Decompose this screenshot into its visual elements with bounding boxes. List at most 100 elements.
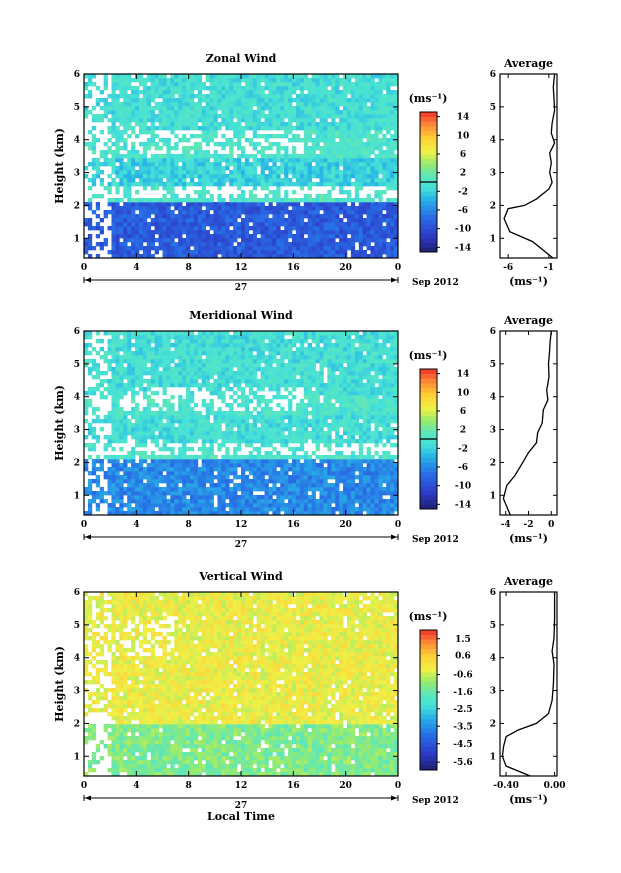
heatmap-cell (150, 222, 155, 227)
heatmap-cell (237, 210, 242, 215)
heatmap-cell (213, 98, 218, 103)
heatmap-cell (256, 122, 261, 127)
heatmap-cell (162, 335, 167, 340)
heatmap-cell (370, 174, 375, 179)
heatmap-cell (256, 383, 261, 388)
heatmap-cell (158, 459, 163, 464)
heatmap-cell (221, 242, 226, 247)
heatmap-cell (350, 202, 356, 207)
heatmap-cell (142, 182, 148, 187)
heatmap-cell (91, 419, 97, 424)
heatmap-cell (252, 78, 258, 83)
heatmap-cell (123, 190, 128, 195)
y-tick-label: 2 (74, 201, 80, 211)
heatmap-cell (394, 226, 399, 231)
heatmap-cell (87, 403, 93, 408)
heatmap-cell (366, 174, 371, 179)
heatmap-cell (268, 467, 273, 472)
heatmap-cell (358, 126, 364, 131)
heatmap-cell (276, 118, 281, 123)
heatmap-cell (217, 415, 222, 420)
heatmap-cell (237, 375, 242, 380)
heatmap-cell (260, 218, 265, 223)
heatmap-cell (119, 122, 124, 127)
heatmap-cell (335, 126, 340, 131)
heatmap-cell (319, 250, 324, 255)
heatmap-cell (209, 194, 214, 199)
heatmap-cell (256, 331, 261, 336)
heatmap-cell (264, 403, 269, 408)
heatmap-cell (256, 206, 261, 211)
heatmap-cell (354, 90, 360, 95)
heatmap-cell (221, 198, 226, 203)
heatmap-cell (115, 499, 120, 504)
heatmap-cell (307, 210, 312, 215)
heatmap-cell (158, 222, 163, 227)
heatmap-cell (299, 214, 305, 219)
heatmap-cell (158, 415, 163, 420)
heatmap-cell (303, 94, 309, 99)
heatmap-cell (241, 507, 246, 512)
heatmap-cell (158, 178, 163, 183)
heatmap-cell (138, 226, 144, 231)
heatmap-cell (241, 467, 246, 472)
heatmap-cell (186, 166, 191, 171)
heatmap-cell (284, 98, 289, 103)
heatmap-cell (174, 335, 179, 340)
heatmap-cell (135, 158, 140, 163)
heatmap-cell (174, 495, 179, 500)
heatmap-cell (170, 435, 175, 440)
heatmap-cell (319, 230, 324, 235)
heatmap-cell (264, 423, 269, 428)
heatmap-cell (158, 246, 163, 251)
heatmap-cell (178, 367, 183, 372)
heatmap-cell (272, 166, 277, 171)
heatmap-cell (252, 74, 258, 79)
heatmap-cell (272, 246, 277, 251)
heatmap-cell (260, 242, 265, 247)
heatmap-cell (201, 190, 207, 195)
heatmap-cell (158, 455, 163, 460)
heatmap-cell (178, 451, 183, 456)
heatmap-cell (350, 174, 356, 179)
heatmap-cell (174, 355, 179, 360)
heatmap-cell (268, 503, 273, 508)
heatmap-cell (233, 238, 238, 243)
heatmap-cell (123, 479, 128, 484)
heatmap-cell (158, 335, 163, 340)
heatmap-cell (390, 102, 395, 107)
heatmap-cell (201, 98, 207, 103)
heatmap-cell (217, 90, 222, 95)
heatmap-cell (123, 367, 128, 372)
heatmap-cell (189, 178, 195, 183)
heatmap-cell (327, 178, 332, 183)
heatmap-cell (174, 222, 179, 227)
heatmap-cell (166, 174, 171, 179)
heatmap-cell (394, 106, 399, 111)
heatmap-cell (178, 254, 183, 259)
heatmap-cell (237, 475, 242, 480)
heatmap-cell (174, 198, 179, 203)
heatmap-cell (154, 479, 159, 484)
heatmap-cell (264, 126, 269, 131)
x-tick-label: 0 (395, 263, 401, 273)
heatmap-cell (394, 210, 399, 215)
heatmap-cell (154, 102, 159, 107)
heatmap-cell (197, 190, 203, 195)
heatmap-cell (272, 230, 277, 235)
heatmap-cell (95, 439, 101, 444)
heatmap-cell (221, 210, 226, 215)
heatmap-cell (295, 162, 301, 167)
heatmap-cell (264, 238, 269, 243)
heatmap-cell (276, 375, 281, 380)
heatmap-cell (252, 198, 258, 203)
heatmap-cell (138, 371, 144, 376)
heatmap-cell (213, 226, 218, 231)
heatmap-cell (221, 134, 226, 139)
heatmap-cell (174, 427, 179, 432)
colorbar-band (420, 135, 437, 141)
heatmap-cell (209, 118, 214, 123)
heatmap-cell (264, 242, 269, 247)
heatmap-cell (186, 230, 191, 235)
